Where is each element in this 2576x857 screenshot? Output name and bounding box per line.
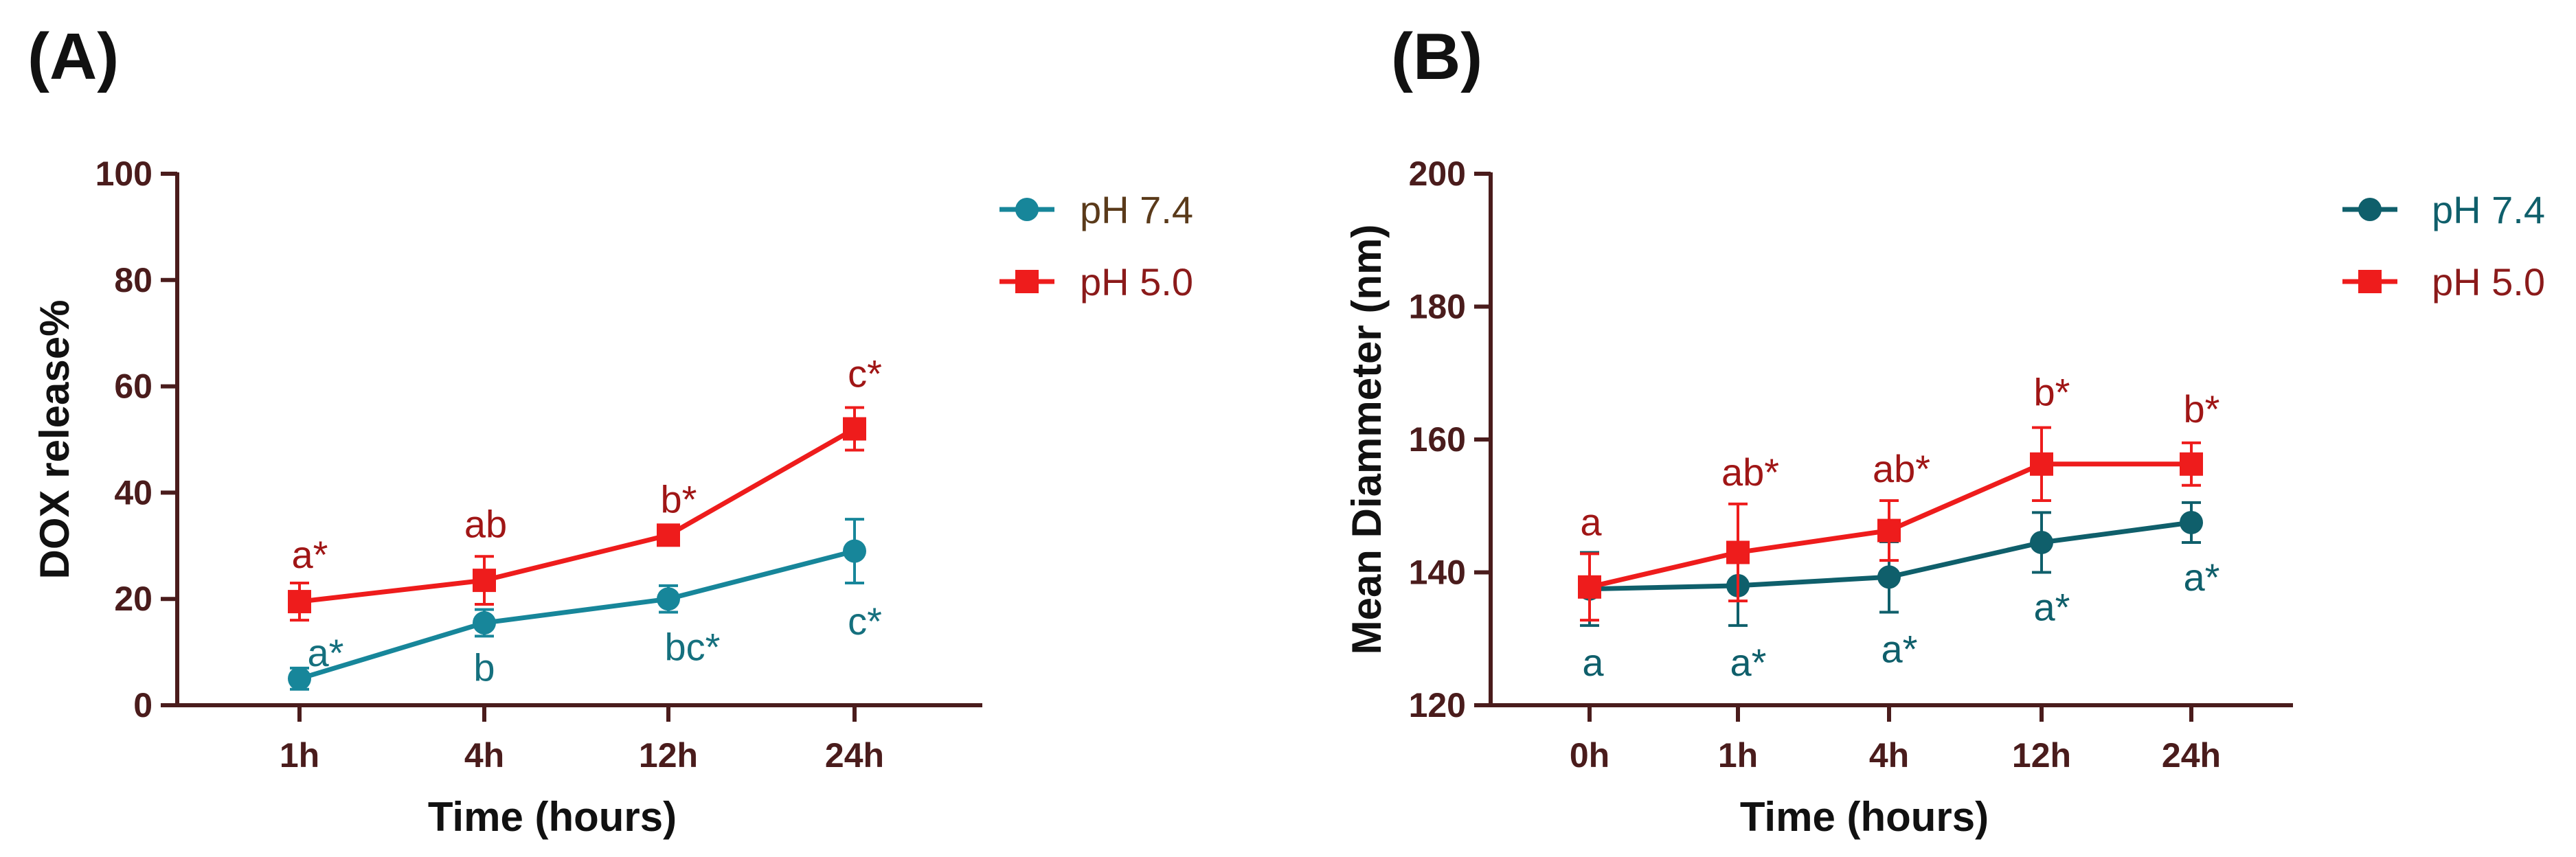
x-tick-label: 24h [825,736,884,775]
y-tick-label: 20 [114,580,152,618]
legend-circle-marker [2358,198,2382,221]
legend: pH 7.4 pH 5.0 [999,188,1193,304]
y-tick-label: 180 [1409,288,1466,326]
significance-label: a* [1882,628,1918,671]
y-tick-label: 140 [1409,553,1466,592]
data-point [1726,540,1750,564]
data-point [2180,452,2203,476]
data-point [473,569,496,593]
x-tick-label: 24h [2162,736,2221,775]
legend-item-ph-7-4: pH 7.4 [999,188,1193,231]
panel-label: (A) [27,20,119,93]
y-axis-title: DOX release% [32,300,78,580]
series-ph-5-0: a ab* ab* b* b* [1578,371,2220,622]
legend-label: pH 7.4 [2432,188,2545,231]
x-tick-label: 4h [1869,736,1909,775]
x-tick-label: 12h [639,736,698,775]
significance-label: a* [1730,641,1767,684]
x-tick-label: 1h [1718,736,1758,775]
data-point [288,667,311,691]
significance-label: b* [2034,371,2070,414]
significance-label: a [1582,641,1604,684]
legend-square-marker [2358,270,2382,293]
data-point [657,587,680,611]
legend-item-ph-7-4: pH 7.4 [2342,188,2545,231]
significance-label: c* [848,599,882,643]
significance-label: a* [308,631,344,674]
legend-label: pH 7.4 [1080,188,1193,231]
significance-label: ab [464,502,507,545]
significance-label: ab* [1873,447,1930,490]
legend-label: pH 5.0 [2432,260,2545,304]
series-ph-5-0: a* ab b* c* [288,352,882,622]
y-tick-label: 80 [114,261,152,299]
significance-label: c* [848,352,882,396]
y-tick-label: 0 [133,686,152,724]
data-point [2180,510,2203,534]
significance-label: a* [292,533,328,576]
legend: pH 7.4 pH 5.0 [2342,188,2545,304]
significance-label: a [1580,500,1602,543]
significance-label: b [473,645,495,689]
chart-panel-b: (B) 120 140 160 180 200 0h 1h 4h 12h 24h Mean Diamm… [1344,20,2545,840]
significance-label: a* [2034,586,2070,629]
legend-item-ph-5-0: pH 5.0 [2342,260,2545,304]
y-tick-label: 200 [1409,155,1466,193]
y-tick-label: 100 [95,155,152,193]
data-point [473,611,496,635]
legend-circle-marker [1015,198,1039,221]
series-ph-7-4: a* b bc* c* [288,518,882,691]
x-axis-title: Time (hours) [1740,794,1989,840]
y-axis-title: Mean Diammeter (nm) [1344,225,1390,655]
x-tick-label: 0h [1570,736,1609,775]
x-tick-label: 1h [280,736,319,775]
x-tick-label: 4h [464,736,504,775]
x-tick-label: 12h [2012,736,2071,775]
legend-item-ph-5-0: pH 5.0 [999,260,1193,304]
x-axis-title: Time (hours) [428,794,677,840]
legend-label: pH 5.0 [1080,260,1193,304]
series-line [298,549,855,681]
y-tick-label: 160 [1409,420,1466,459]
significance-label: b* [2184,387,2220,431]
data-point [657,523,680,547]
chart-panel-a: (A) 0 20 40 60 80 100 1h 4h 12h 24h DOX release% Tim… [27,20,1193,840]
significance-label: a* [2184,556,2220,599]
significance-label: ab* [1721,450,1779,494]
significance-label: b* [661,478,697,521]
legend-square-marker [1015,270,1039,293]
y-tick-label: 120 [1409,686,1466,724]
series-line [299,426,856,604]
data-point [1877,565,1901,589]
significance-label: bc* [665,626,721,669]
data-point [843,417,866,441]
panel-label: (B) [1391,20,1482,93]
y-tick-label: 40 [114,473,152,512]
data-point [1578,575,1601,599]
data-point [288,590,311,614]
data-point [2030,530,2053,554]
data-point [2030,452,2053,476]
data-point [843,539,866,563]
y-tick-label: 60 [114,367,152,406]
data-point [1877,518,1901,542]
